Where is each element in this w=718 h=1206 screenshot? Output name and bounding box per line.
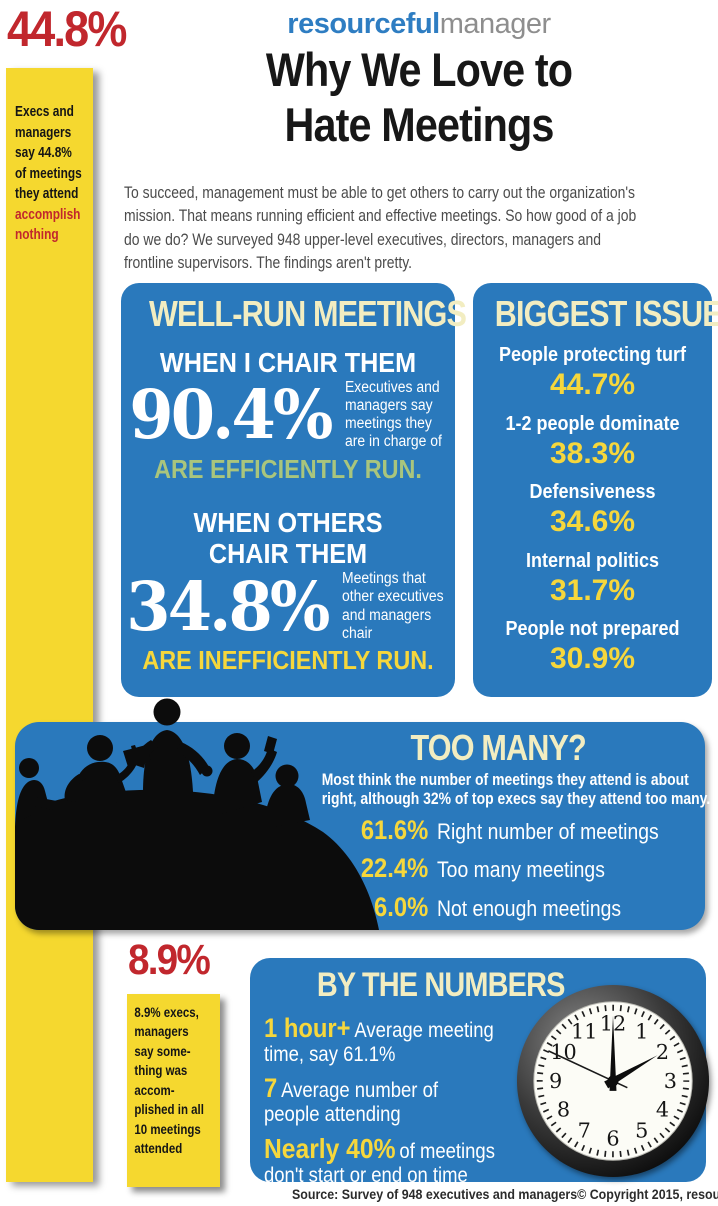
issue-label: Defensiveness — [529, 481, 656, 503]
meeting-silhouette-illustration — [15, 694, 415, 930]
too-many-stat-label: Right number of meetings — [437, 819, 659, 845]
issue-label: People not prepared — [505, 618, 680, 640]
top-stat-value: 44.8% — [7, 1, 127, 57]
too-many-stat-label: Too many meetings — [437, 857, 605, 883]
svg-text:4: 4 — [656, 1098, 669, 1122]
footer-source: Source: Survey of 948 executives and man… — [292, 1187, 578, 1202]
issue-item: Internal politics 31.7% — [473, 549, 712, 607]
svg-text:3: 3 — [664, 1069, 677, 1093]
page-title: Why We Love to Hate Meetings — [265, 43, 573, 152]
left-rail-caption-black: Execs and managers say 44.8% of meetings… — [15, 104, 82, 203]
too-many-stat-row: 22.4% Too many meetings — [283, 852, 661, 884]
svg-text:8: 8 — [557, 1098, 570, 1122]
too-many-stat-value: 61.6% — [360, 815, 429, 846]
svg-text:2: 2 — [656, 1040, 669, 1064]
issue-value: 31.7% — [549, 573, 636, 607]
when-others-chair-title: WHEN OTHERS CHAIR THEM — [193, 507, 383, 570]
when-i-chair-result: ARE EFFICIENTLY RUN. — [154, 454, 422, 485]
when-others-chair-value: 34.8% — [126, 566, 330, 646]
fact-item: 1 hour+ Average meeting time, say 61.1% — [264, 1013, 554, 1067]
too-many-intro: Most think the number of meetings they a… — [321, 770, 711, 809]
accomplished-stat-value: 8.9% — [128, 936, 211, 984]
left-rail: Execs and managers say 44.8% of meetings… — [6, 68, 93, 1182]
fact-item: Nearly 40% of meetings don't start or en… — [264, 1133, 554, 1188]
when-i-chair-desc: Executives and managers say meetings the… — [344, 378, 442, 451]
fact-text: Average number of people attending — [264, 1078, 438, 1126]
brand-logo-light: manager — [439, 8, 551, 40]
left-rail-caption: Execs and managers say 44.8% of meetings… — [6, 68, 82, 246]
fact-highlight: Nearly 40% — [264, 1132, 396, 1164]
biggest-issues-panel: BIGGEST ISSUES People protecting turf 44… — [473, 283, 718, 697]
accomplished-callout: 8.9% execs, managers say some- thing was… — [127, 994, 220, 1187]
issue-label: People protecting turf — [498, 344, 687, 366]
issue-value: 34.6% — [549, 505, 636, 538]
when-i-chair-title: WHEN I CHAIR THEM — [159, 347, 417, 378]
when-others-chair-desc: Meetings that other executives and manag… — [341, 570, 444, 642]
issue-label: 1-2 people dominate — [505, 412, 680, 435]
when-others-chair-result: ARE INEFFICIENTLY RUN. — [142, 645, 434, 676]
svg-text:7: 7 — [578, 1118, 591, 1142]
fact-item: 7 Average number of people attending — [264, 1073, 554, 1127]
issue-item: Defensiveness 34.6% — [473, 482, 712, 538]
issue-item: 1-2 people dominate 38.3% — [473, 412, 712, 470]
svg-text:1: 1 — [635, 1019, 648, 1043]
fact-text: Average meeting time, say 61.1% — [264, 1019, 494, 1067]
left-rail-caption-red: accomplish nothing — [15, 206, 81, 244]
too-many-stat-label: Not enough meetings — [437, 895, 622, 921]
when-others-chair-stat: 34.8% Meetings that other executives and… — [121, 570, 455, 644]
well-run-heading: WELL-RUN MEETINGS — [148, 293, 467, 334]
svg-text:10: 10 — [550, 1040, 576, 1064]
issue-value: 44.7% — [549, 368, 636, 401]
svg-text:6: 6 — [606, 1126, 619, 1150]
too-many-heading: TOO MANY? — [410, 727, 586, 768]
biggest-issues-heading: BIGGEST ISSUES — [494, 293, 718, 334]
intro-paragraph: To succeed, management must be able to g… — [124, 183, 637, 273]
by-the-numbers-heading: BY THE NUMBERS — [316, 966, 566, 1004]
too-many-stat-value: 22.4% — [360, 853, 429, 884]
brand-logo-bold: resourceful — [287, 8, 440, 40]
issue-item: People not prepared 30.9% — [473, 619, 712, 675]
svg-text:5: 5 — [635, 1118, 648, 1142]
too-many-stat-row: 61.6% Right number of meetings — [283, 814, 661, 846]
accomplished-caption: 8.9% execs, managers say some- thing was… — [134, 1004, 204, 1157]
fact-highlight: 7 — [264, 1072, 278, 1103]
issue-item: People protecting turf 44.7% — [473, 345, 712, 401]
when-i-chair-stat: 90.4% Executives and managers say meetin… — [121, 378, 455, 452]
issue-value: 38.3% — [549, 436, 636, 470]
by-the-numbers-list: 1 hour+ Average meeting time, say 61.1% … — [250, 1002, 594, 1187]
footer-copyright: © Copyright 2015, resourcefulmanager — [577, 1187, 718, 1202]
fact-text: of meetings don't start or end on time — [264, 1139, 495, 1187]
issue-value: 30.9% — [549, 642, 636, 675]
footer: Source: Survey of 948 executives and man… — [292, 1187, 718, 1202]
brand-logo: resourcefulmanager — [120, 8, 718, 41]
svg-text:11: 11 — [571, 1019, 597, 1043]
svg-text:9: 9 — [549, 1069, 562, 1093]
issue-label: Internal politics — [525, 549, 660, 572]
too-many-content: TOO MANY? Most think the number of meeti… — [283, 730, 713, 923]
fact-highlight: 1 hour+ — [264, 1013, 351, 1043]
well-run-meetings-panel: WELL-RUN MEETINGS WHEN I CHAIR THEM 90.4… — [121, 283, 467, 697]
when-i-chair-value: 90.4% — [128, 375, 333, 455]
